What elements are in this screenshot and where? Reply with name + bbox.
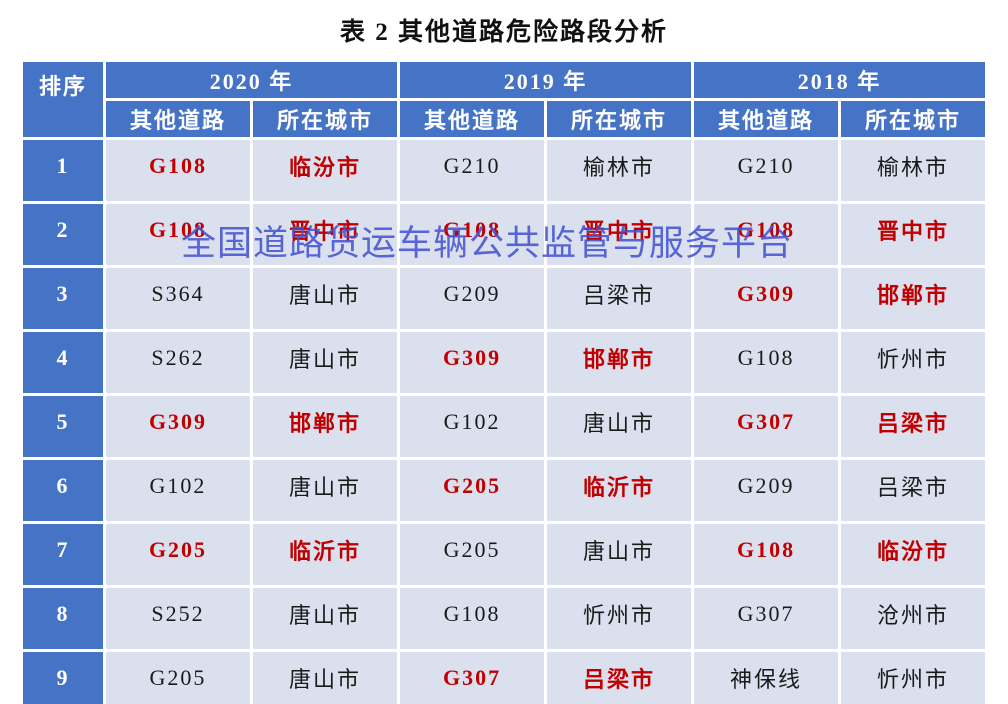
subheader-city-2019: 所在城市 <box>547 101 692 137</box>
table-body: 1 G108 临汾市 G210 榆林市 G210 榆林市 2 G108 晋中市 G108 晋中市 G10… <box>23 140 986 704</box>
city-cell: 忻州市 <box>841 332 986 393</box>
subheader-city-2020: 所在城市 <box>253 101 398 137</box>
road-cell: S262 <box>106 332 250 393</box>
road-cell: S252 <box>106 588 250 649</box>
road-cell: G108 <box>400 204 545 265</box>
road-cell: G108 <box>106 140 250 201</box>
city-cell: 晋中市 <box>841 204 986 265</box>
city-cell: 忻州市 <box>841 652 986 704</box>
table-row: 5 G309 邯郸市 G102 唐山市 G307 吕梁市 <box>23 396 986 457</box>
city-cell: 邯郸市 <box>253 396 398 457</box>
road-cell: S364 <box>106 268 250 329</box>
city-cell: 吕梁市 <box>841 396 986 457</box>
page-title: 表 2 其他道路危险路段分析 <box>339 19 668 46</box>
road-cell: G108 <box>400 588 545 649</box>
subheader-road-2019: 其他道路 <box>400 101 545 137</box>
subheader-road-2018: 其他道路 <box>694 101 839 137</box>
table-row: 9 G205 唐山市 G307 吕梁市 神保线 忻州市 <box>23 652 986 704</box>
road-cell: G205 <box>106 652 250 704</box>
city-cell: 吕梁市 <box>547 268 692 329</box>
rank-cell: 3 <box>23 268 103 329</box>
road-cell: G307 <box>400 652 545 704</box>
year-header-2020: 2020 年 <box>106 62 398 98</box>
city-cell: 晋中市 <box>253 204 398 265</box>
table-row: 2 G108 晋中市 G108 晋中市 G108 晋中市 <box>23 204 986 265</box>
road-cell: G102 <box>106 460 250 521</box>
rank-cell: 5 <box>23 396 103 457</box>
city-cell: 榆林市 <box>547 140 692 201</box>
road-cell: G205 <box>106 524 250 585</box>
table-row: 6 G102 唐山市 G205 临沂市 G209 吕梁市 <box>23 460 986 521</box>
road-cell: G108 <box>106 204 250 265</box>
road-cell: G108 <box>694 204 839 265</box>
road-cell: G205 <box>400 524 545 585</box>
table-header: 排序 2020 年 2019 年 2018 年 其他道路 所在城市 其他道路 所… <box>23 62 986 137</box>
road-cell: G102 <box>400 396 545 457</box>
city-cell: 临汾市 <box>253 140 398 201</box>
rank-cell: 2 <box>23 204 103 265</box>
city-cell: 榆林市 <box>841 140 986 201</box>
rank-cell: 4 <box>23 332 103 393</box>
road-cell: G209 <box>694 460 839 521</box>
subheader-city-2018: 所在城市 <box>841 101 986 137</box>
table-row: 7 G205 临沂市 G205 唐山市 G108 临汾市 <box>23 524 986 585</box>
table-row: 8 S252 唐山市 G108 忻州市 G307 沧州市 <box>23 588 986 649</box>
road-cell: G307 <box>694 396 839 457</box>
city-cell: 唐山市 <box>253 588 398 649</box>
city-cell: 唐山市 <box>253 332 398 393</box>
road-cell: G108 <box>694 332 839 393</box>
city-cell: 唐山市 <box>547 396 692 457</box>
city-cell: 忻州市 <box>547 588 692 649</box>
city-cell: 唐山市 <box>253 652 398 704</box>
road-cell: G309 <box>106 396 250 457</box>
city-cell: 邯郸市 <box>547 332 692 393</box>
city-cell: 临沂市 <box>253 524 398 585</box>
rank-header-cell: 排序 <box>23 62 103 137</box>
city-cell: 晋中市 <box>547 204 692 265</box>
road-cell: G307 <box>694 588 839 649</box>
city-cell: 沧州市 <box>841 588 986 649</box>
rank-cell: 8 <box>23 588 103 649</box>
city-cell: 临沂市 <box>547 460 692 521</box>
road-cell: G210 <box>694 140 839 201</box>
road-cell: G309 <box>694 268 839 329</box>
table-row: 1 G108 临汾市 G210 榆林市 G210 榆林市 <box>23 140 986 201</box>
sub-header-row: 其他道路 所在城市 其他道路 所在城市 其他道路 所在城市 <box>23 101 986 137</box>
city-cell: 唐山市 <box>253 460 398 521</box>
city-cell: 吕梁市 <box>841 460 986 521</box>
city-cell: 邯郸市 <box>841 268 986 329</box>
road-cell: G205 <box>400 460 545 521</box>
road-cell: 神保线 <box>694 652 839 704</box>
road-cell: G309 <box>400 332 545 393</box>
road-cell: G108 <box>694 524 839 585</box>
rank-cell: 6 <box>23 460 103 521</box>
city-cell: 临汾市 <box>841 524 986 585</box>
year-header-2019: 2019 年 <box>400 62 692 98</box>
road-cell: G210 <box>400 140 545 201</box>
rank-cell: 7 <box>23 524 103 585</box>
city-cell: 唐山市 <box>253 268 398 329</box>
city-cell: 吕梁市 <box>547 652 692 704</box>
table-row: 3 S364 唐山市 G209 吕梁市 G309 邯郸市 <box>23 268 986 329</box>
rank-cell: 1 <box>23 140 103 201</box>
road-cell: G209 <box>400 268 545 329</box>
year-header-2018: 2018 年 <box>694 62 986 98</box>
analysis-table: 排序 2020 年 2019 年 2018 年 其他道路 所在城市 其他道路 所… <box>20 59 989 704</box>
year-header-row: 排序 2020 年 2019 年 2018 年 <box>23 62 986 137</box>
table-row: 4 S262 唐山市 G309 邯郸市 G108 忻州市 <box>23 332 986 393</box>
subheader-road-2020: 其他道路 <box>106 101 250 137</box>
city-cell: 唐山市 <box>547 524 692 585</box>
rank-cell: 9 <box>23 652 103 704</box>
